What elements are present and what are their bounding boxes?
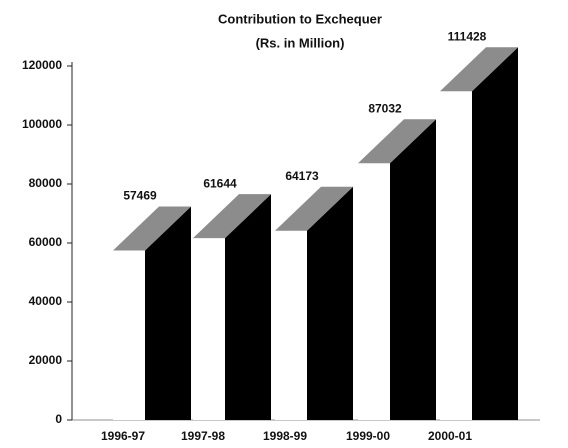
x-tick-label: 1998-99 [263, 429, 307, 443]
value-label: 87032 [368, 101, 402, 115]
bar-front [358, 163, 390, 420]
bar-top [113, 206, 191, 251]
value-label: 111428 [448, 29, 487, 43]
bar-top [193, 194, 271, 239]
y-tick-label: 0 [55, 412, 62, 426]
y-tick-label: 80000 [29, 176, 63, 190]
value-label: 61644 [203, 176, 237, 190]
x-tick-label: 2000-01 [428, 429, 472, 443]
bar-side [307, 186, 353, 420]
y-tick-label: 120000 [22, 58, 62, 72]
y-tick-label: 40000 [29, 294, 63, 308]
x-tick-label: 1996-97 [101, 429, 145, 443]
x-tick-label: 1999-00 [346, 429, 390, 443]
bar-side [390, 119, 436, 420]
y-tick-label: 20000 [29, 353, 63, 367]
bar-side [145, 206, 191, 420]
bar-top [440, 47, 518, 92]
chart-title: Contribution to Exchequer [218, 11, 382, 26]
x-tick-label: 1997-98 [181, 429, 225, 443]
value-label: 57469 [123, 189, 157, 203]
bar-top [358, 119, 436, 164]
bar-front [440, 91, 472, 420]
value-label: 64173 [285, 169, 319, 183]
bar-side [225, 194, 271, 420]
bar-side [472, 47, 518, 420]
bar-front [193, 238, 225, 420]
bar [113, 206, 191, 420]
bar-front [113, 250, 145, 420]
chart-subtitle: (Rs. in Million) [256, 35, 345, 50]
bar-top [275, 186, 353, 231]
bar [358, 119, 436, 420]
y-tick-label: 100000 [22, 117, 62, 131]
y-tick-label: 60000 [29, 235, 63, 249]
bar [275, 186, 353, 420]
bar [193, 194, 271, 420]
bar [440, 47, 518, 420]
bar-front [275, 230, 307, 420]
